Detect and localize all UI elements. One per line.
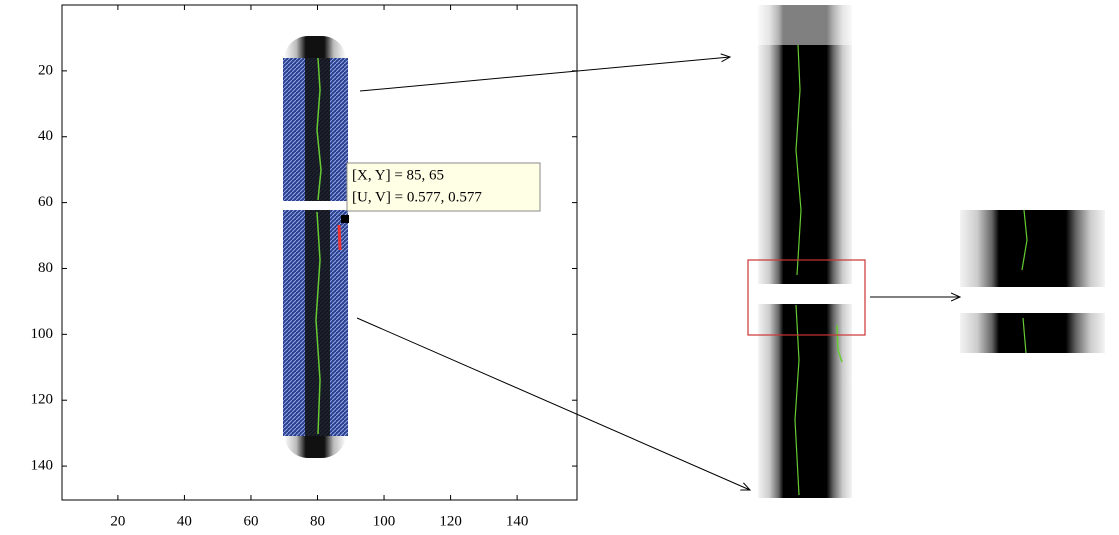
x-tick-label: 80 [310, 513, 325, 529]
zoom-panel [748, 5, 865, 498]
y-tick-label: 100 [31, 326, 54, 342]
rod-gap [283, 201, 348, 210]
x-tick-label: 60 [243, 513, 258, 529]
y-tick-label: 120 [31, 392, 54, 408]
detail-gap [960, 287, 1105, 313]
y-tick-label: 60 [38, 194, 53, 210]
y-tick-label: 20 [38, 62, 53, 78]
x-tick-label: 40 [177, 513, 192, 529]
zoom-cap [758, 5, 852, 45]
main-axes: [X, Y] = 85, 65 [U, V] = 0.577, 0.577 20… [31, 5, 578, 529]
zoom-image [758, 5, 852, 498]
datatip-text: [X, Y] = 85, 65 [352, 167, 444, 183]
datatip-marker [341, 215, 349, 223]
y-tick-label: 40 [38, 128, 53, 144]
zoom-gap [750, 284, 860, 304]
detail-panel [960, 210, 1105, 353]
detail-image [960, 210, 1105, 353]
x-tick-label: 140 [506, 513, 529, 529]
x-tick-label: 20 [110, 513, 125, 529]
x-tick-label: 120 [439, 513, 462, 529]
y-tick-label: 80 [38, 260, 53, 276]
datatip-text: [U, V] = 0.577, 0.577 [352, 189, 482, 205]
x-tick-label: 100 [373, 513, 396, 529]
figure: [X, Y] = 85, 65 [U, V] = 0.577, 0.577 20… [0, 0, 1119, 535]
red-trace [339, 225, 340, 250]
y-tick-label: 140 [31, 458, 54, 474]
